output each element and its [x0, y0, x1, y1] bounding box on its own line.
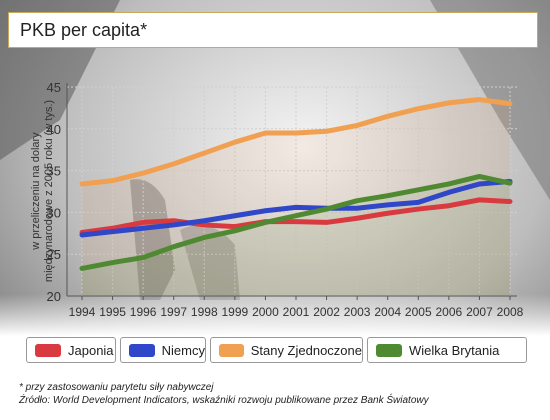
- x-tick-label-2002: 2002: [313, 305, 340, 319]
- y-tick-label-25: 25: [47, 247, 61, 262]
- line-chart: 20 25 30 35 40 45 1994 1995 1996 1997 1998 1999 2000…: [47, 80, 524, 319]
- legend-label-usa: Stany Zjednoczone: [250, 342, 362, 358]
- legend-label-niemcy: Niemcy: [161, 342, 205, 358]
- legend-swatch-niemcy: [129, 343, 155, 357]
- x-tick-label-1996: 1996: [130, 305, 157, 319]
- series-line-niemcy: [79, 178, 513, 238]
- x-tick-label-2004: 2004: [374, 305, 401, 319]
- legend-swatch-usa: [219, 343, 244, 357]
- x-tick-label-2008: 2008: [497, 305, 524, 319]
- x-tick-label-1998: 1998: [191, 305, 218, 319]
- legend-swatch-uk: [376, 343, 402, 357]
- x-tick-label-2006: 2006: [436, 305, 463, 319]
- series-line-wielka-brytania: [79, 173, 513, 271]
- x-tick-label-2000: 2000: [252, 305, 279, 319]
- legend-item-niemcy: Niemcy: [120, 337, 206, 363]
- legend-swatch-japonia: [35, 343, 61, 357]
- title-bar: PKB per capita*: [8, 12, 538, 48]
- x-tick-label-2003: 2003: [344, 305, 371, 319]
- y-tick-label-35: 35: [47, 164, 61, 179]
- footnote-source: Źródło: World Development Indicators, ws…: [19, 395, 429, 406]
- x-tick-label-1995: 1995: [99, 305, 126, 319]
- y-tick-label-45: 45: [47, 80, 61, 95]
- x-tick-label-2001: 2001: [283, 305, 310, 319]
- legend-item-uk: Wielka Brytania: [367, 337, 527, 363]
- y-tick-label-20: 20: [47, 289, 61, 304]
- x-tick-label-1999: 1999: [222, 305, 249, 319]
- series-line-stany-zjednoczone: [79, 97, 513, 187]
- x-tick-label-2005: 2005: [405, 305, 432, 319]
- area-stany-zjednoczone: [82, 99, 510, 296]
- series-line-japonia: [79, 197, 513, 235]
- legend-label-japonia: Japonia: [68, 342, 114, 358]
- x-tick-label-1994: 1994: [69, 305, 96, 319]
- x-tick-label-1997: 1997: [160, 305, 187, 319]
- footnote-ppp: * przy zastosowaniu parytetu siły nabywc…: [19, 382, 214, 393]
- legend-item-usa: Stany Zjednoczone: [210, 337, 363, 363]
- legend-label-uk: Wielka Brytania: [409, 342, 500, 358]
- y-tick-label-30: 30: [47, 205, 61, 220]
- legend-item-japonia: Japonia: [26, 337, 116, 363]
- area-wielka-brytania: [82, 176, 510, 296]
- y-tick-label-40: 40: [47, 122, 61, 137]
- page-title: PKB per capita*: [20, 20, 148, 40]
- x-tick-label-2007: 2007: [466, 305, 493, 319]
